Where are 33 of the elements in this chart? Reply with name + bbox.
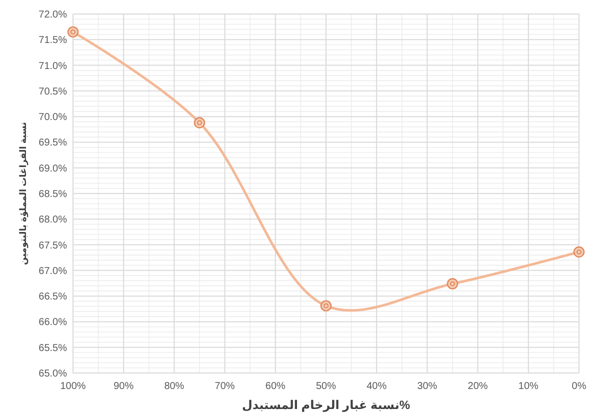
x-tick-label: 70%: [214, 381, 235, 392]
y-tick-label: 67.5%: [38, 240, 68, 252]
point: [573, 246, 585, 258]
x-tick-label: 0%: [572, 381, 586, 392]
point: [446, 278, 458, 290]
y-tick-label: 68.0%: [38, 214, 68, 226]
x-tick-label: 10%: [518, 381, 539, 392]
x-tick-label: 30%: [417, 381, 438, 392]
x-tick-label: 80%: [164, 381, 184, 392]
y-tick-label: 67.0%: [38, 266, 68, 277]
y-tick-label: 71.0%: [38, 60, 68, 72]
y-tick-label: 70.0%: [38, 112, 68, 124]
y-tick-label: 65.0%: [38, 368, 68, 380]
y-axis-title: نسبة الفراغات المملؤة بالبتومين: [18, 122, 29, 266]
point: [320, 300, 332, 312]
x-tick-label: 100%: [60, 381, 86, 392]
y-tick-label: 66.5%: [38, 292, 68, 303]
y-tick-label: 65.5%: [38, 342, 68, 354]
x-tick-label: 40%: [366, 381, 387, 392]
y-tick-label: 69.0%: [38, 163, 68, 174]
y-tick-label: 72.0%: [38, 10, 68, 20]
point: [194, 117, 206, 128]
x-tick-label: 50%: [316, 381, 336, 392]
point: [67, 26, 79, 38]
y-tick-label: 70.5%: [38, 86, 68, 98]
y-tick-label: 69.5%: [38, 138, 68, 149]
x-tick-label: 90%: [114, 381, 134, 392]
y-tick-label: 66.0%: [38, 317, 68, 328]
x-tick-label: 20%: [468, 381, 488, 392]
x-axis-title: نسبة غبار الرخام المستبدل%: [242, 398, 410, 412]
y-tick-label: 71.5%: [38, 35, 68, 46]
y-tick-label: 68.5%: [38, 189, 68, 200]
x-tick-label: 60%: [265, 381, 286, 392]
